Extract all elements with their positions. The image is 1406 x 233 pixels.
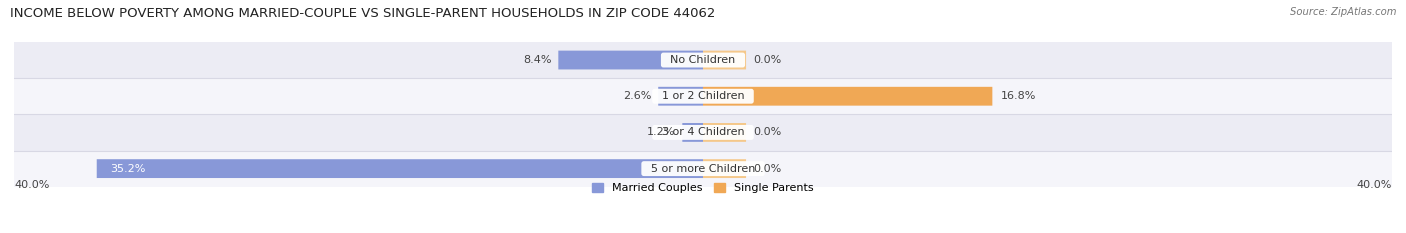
Text: 1 or 2 Children: 1 or 2 Children [655, 91, 751, 101]
Text: 0.0%: 0.0% [754, 127, 782, 137]
FancyBboxPatch shape [703, 159, 747, 178]
Text: 0.0%: 0.0% [754, 55, 782, 65]
Text: No Children: No Children [664, 55, 742, 65]
Text: 3 or 4 Children: 3 or 4 Children [655, 127, 751, 137]
FancyBboxPatch shape [703, 87, 993, 106]
FancyBboxPatch shape [558, 51, 703, 69]
Text: Source: ZipAtlas.com: Source: ZipAtlas.com [1289, 7, 1396, 17]
Text: 5 or more Children: 5 or more Children [644, 164, 762, 174]
Text: 16.8%: 16.8% [1001, 91, 1036, 101]
Bar [14, 114, 1392, 151]
Bar [14, 42, 1392, 78]
Text: 2.6%: 2.6% [623, 91, 651, 101]
FancyBboxPatch shape [703, 123, 747, 142]
Legend: Married Couples, Single Parents: Married Couples, Single Parents [588, 178, 818, 197]
Text: 0.0%: 0.0% [754, 164, 782, 174]
Text: 40.0%: 40.0% [1357, 180, 1392, 190]
Bar [14, 78, 1392, 114]
FancyBboxPatch shape [682, 123, 703, 142]
Bar [14, 151, 1392, 187]
Text: 35.2%: 35.2% [111, 164, 146, 174]
Text: 40.0%: 40.0% [14, 180, 49, 190]
FancyBboxPatch shape [97, 159, 703, 178]
Text: INCOME BELOW POVERTY AMONG MARRIED-COUPLE VS SINGLE-PARENT HOUSEHOLDS IN ZIP COD: INCOME BELOW POVERTY AMONG MARRIED-COUPL… [10, 7, 716, 20]
FancyBboxPatch shape [703, 51, 747, 69]
FancyBboxPatch shape [658, 87, 703, 106]
Text: 1.2%: 1.2% [647, 127, 675, 137]
Text: 8.4%: 8.4% [523, 55, 551, 65]
